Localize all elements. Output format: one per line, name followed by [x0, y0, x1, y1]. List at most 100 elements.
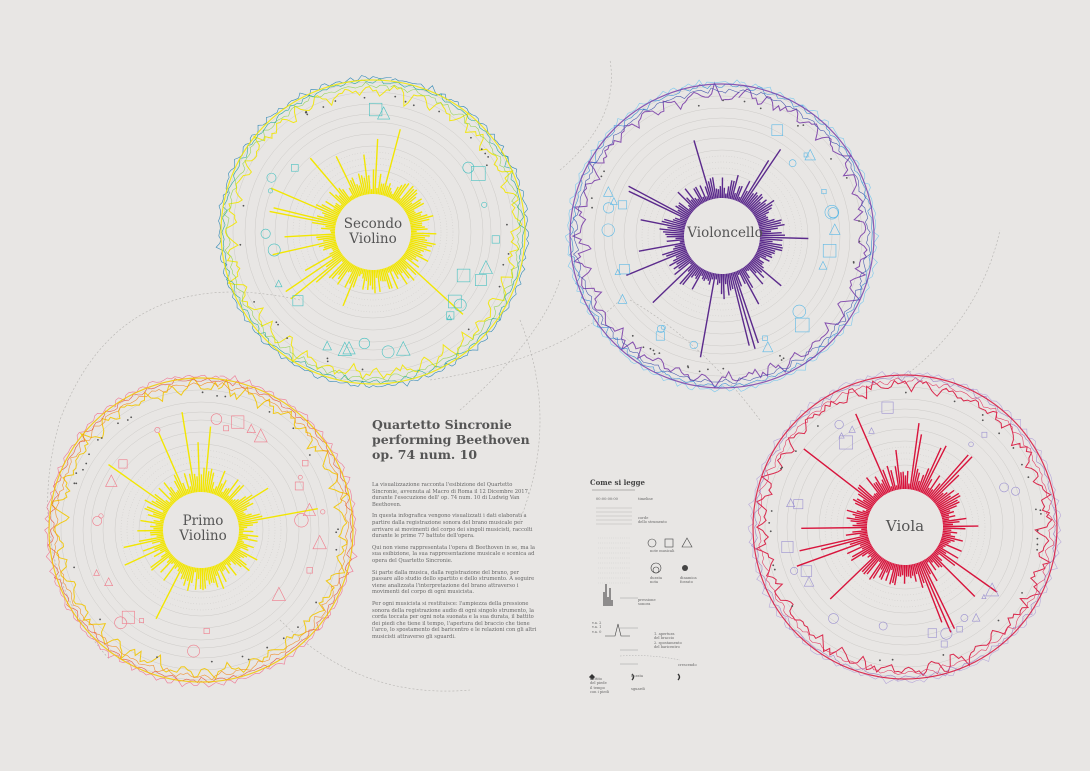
pressure-bar: [231, 551, 241, 559]
pressure-bar: [325, 225, 336, 229]
pressure-bar: [674, 217, 687, 224]
pressure-bar: [342, 266, 360, 306]
pressure-bar: [396, 197, 401, 203]
beat-dot: [1021, 592, 1023, 594]
pressure-bar: [188, 473, 195, 493]
pressure-bar: [170, 558, 177, 565]
intro-paragraph: Qui non viene rappresentata l'opera di B…: [372, 544, 535, 564]
pressure-bar: [852, 529, 868, 533]
note-square: [803, 152, 809, 158]
pressure-bar: [918, 562, 943, 623]
guide-circle: [593, 107, 851, 365]
waveform-line: [223, 81, 521, 382]
pressure-bar: [861, 543, 872, 550]
pressure-bar: [225, 485, 241, 502]
beat-dot: [631, 334, 634, 337]
beat-dot: [282, 637, 285, 640]
pressure-bar: [153, 548, 169, 558]
note-triangle: [762, 341, 774, 353]
pressure-bar: [391, 264, 399, 275]
note-square: [446, 311, 455, 320]
pressure-bar: [357, 173, 365, 196]
pressure-bar: [168, 554, 174, 559]
pressure-bar: [156, 534, 164, 537]
pressure-bar: [940, 509, 951, 515]
pressure-bar: [758, 245, 776, 252]
pressure-bar: [902, 471, 905, 490]
guide-circle: [232, 91, 514, 373]
beat-dot: [782, 357, 785, 360]
beat-dot: [743, 100, 746, 103]
pressure-bar: [410, 233, 430, 237]
pressure-bar: [752, 202, 767, 214]
pressure-bar: [709, 178, 716, 199]
pressure-bar: [909, 423, 920, 490]
pressure-bar: [675, 251, 688, 258]
pressure-bar: [679, 240, 685, 243]
pressure-bar: [751, 199, 767, 213]
pressure-bar: [328, 259, 348, 279]
pressure-bar: [678, 202, 693, 214]
pressure-bar: [173, 559, 178, 565]
note-square: [781, 541, 794, 553]
pressure-bar: [227, 498, 234, 505]
waveform-line: [751, 375, 1058, 681]
pressure-bar: [676, 255, 691, 265]
pressure-bar: [190, 567, 196, 584]
pressure-bar: [377, 173, 382, 195]
beat-dot: [304, 111, 307, 114]
pressure-bar: [640, 219, 685, 230]
pressure-bar: [384, 267, 393, 289]
pressure-bar: [722, 273, 725, 300]
pressure-bar: [758, 218, 775, 226]
connection-curves: [47, 59, 1001, 692]
pressure-bar: [236, 541, 254, 549]
pressure-bar: [341, 188, 352, 202]
pressure-bar: [362, 269, 368, 290]
waveform-line: [571, 81, 868, 389]
pressure-bar: [186, 566, 194, 591]
pressure-bar: [205, 471, 210, 493]
pressure-bar: [872, 558, 886, 579]
pressure-bar: [875, 481, 885, 496]
beat-dot: [480, 148, 483, 151]
pressure-bar: [230, 552, 247, 566]
note-triangle: [377, 106, 391, 120]
dotted-circle: [126, 455, 276, 605]
pressure-bar: [914, 472, 921, 491]
beat-dot: [88, 453, 90, 456]
pressure-bar: [875, 492, 881, 499]
pressure-bar: [169, 501, 174, 505]
pressure-bar: [938, 499, 958, 511]
note-square: [800, 565, 813, 577]
connection-curve: [279, 619, 471, 692]
pressure-bar: [666, 238, 685, 243]
note-circle: [481, 201, 488, 208]
pressure-bar: [398, 259, 408, 270]
pressure-bar: [304, 250, 341, 272]
note-triangle: [804, 148, 816, 161]
pressure-bar: [715, 273, 718, 280]
pressure-bar: [930, 554, 943, 568]
pressure-bar: [206, 567, 211, 585]
pressure-bar: [913, 563, 918, 575]
pressure-bar: [356, 183, 362, 197]
pressure-bar: [941, 536, 955, 542]
beat-dot: [768, 521, 771, 524]
pressure-bar: [316, 234, 336, 239]
pressure-bar: [210, 482, 215, 494]
pressure-bar: [746, 264, 764, 285]
pressure-bar: [332, 247, 339, 252]
pressure-bar: [701, 270, 707, 280]
pressure-bar: [197, 442, 201, 493]
center-disc: [686, 200, 758, 272]
beat-dot: [1036, 548, 1039, 551]
note-square: [940, 640, 948, 648]
pressure-bar: [393, 263, 408, 285]
pressure-bar: [889, 563, 896, 585]
pressure-bar: [758, 222, 781, 229]
pressure-bar: [401, 255, 407, 261]
pressure-bar: [941, 535, 963, 542]
waveform-line: [52, 382, 350, 681]
pressure-bar: [927, 489, 934, 497]
